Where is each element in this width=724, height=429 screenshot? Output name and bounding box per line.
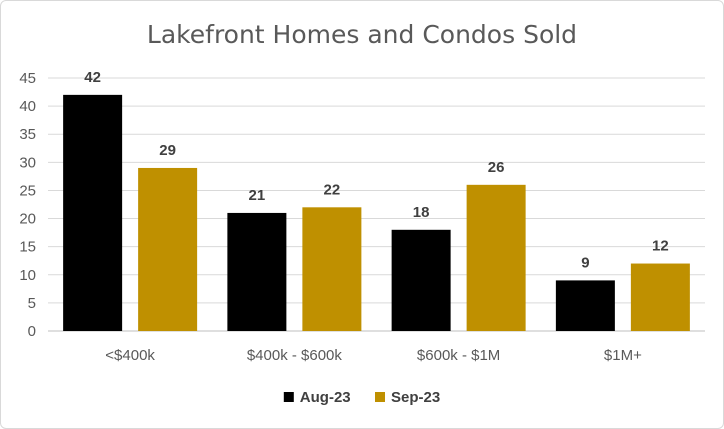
bar-sep-23	[630, 263, 690, 331]
y-tick-label: 30	[19, 154, 36, 171]
data-label: 21	[249, 187, 266, 204]
data-label: 29	[159, 142, 176, 159]
bar-sep-23	[138, 167, 198, 331]
data-label: 22	[324, 181, 341, 198]
data-label: 26	[488, 159, 505, 176]
bar-aug-23	[63, 94, 123, 331]
y-tick-label: 15	[19, 239, 36, 256]
legend-label: Sep-23	[391, 389, 440, 406]
legend-label: Aug-23	[300, 389, 351, 406]
chart-title: Lakefront Homes and Condos Sold	[146, 20, 578, 49]
y-tick-label: 40	[19, 98, 36, 115]
bar-aug-23	[391, 229, 451, 331]
x-category-label: $400k - $600k	[247, 347, 343, 364]
bar-sep-23	[466, 184, 526, 331]
y-tick-label: 20	[19, 211, 36, 228]
y-tick-label: 10	[19, 267, 36, 284]
bar-sep-23	[302, 207, 362, 331]
y-tick-label: 25	[19, 182, 36, 199]
y-tick-label: 35	[19, 126, 36, 143]
data-label: 9	[581, 254, 589, 271]
data-label: 12	[652, 238, 669, 255]
data-label: 42	[84, 69, 101, 86]
legend-swatch-sep-23	[375, 392, 385, 402]
y-tick-label: 0	[28, 323, 36, 340]
x-category-label: $600k - $1M	[417, 347, 500, 364]
bar-aug-23	[555, 280, 615, 331]
y-tick-label: 45	[19, 70, 36, 87]
legend-swatch-aug-23	[283, 392, 294, 402]
data-label: 18	[413, 204, 430, 221]
y-tick-label: 5	[28, 295, 36, 312]
bar-aug-23	[227, 212, 287, 331]
x-category-label: $1M+	[604, 347, 642, 364]
x-category-label: <$400k	[105, 347, 155, 364]
